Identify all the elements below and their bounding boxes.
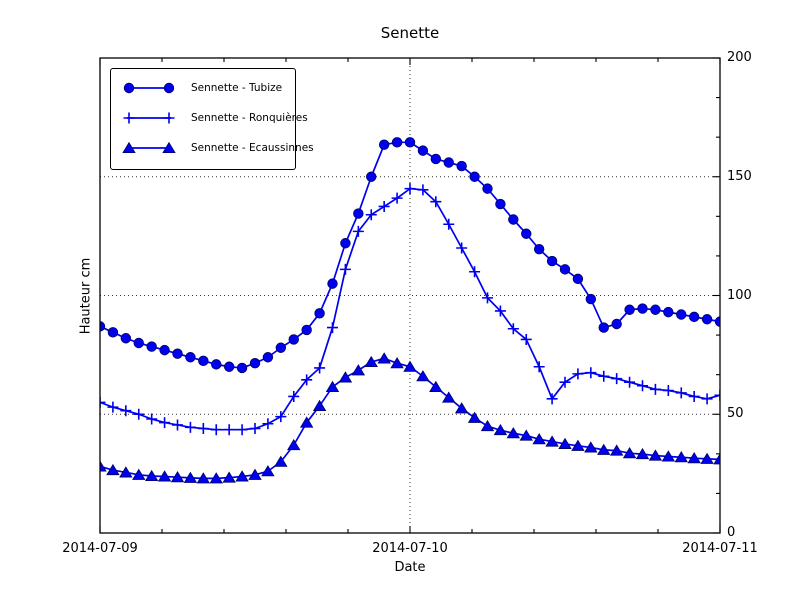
y-tick-label-150: 150 [727, 169, 752, 184]
y-tick-label-100: 100 [727, 288, 752, 303]
y-tick-label-200: 200 [727, 50, 752, 65]
legend-item-label: Sennette - Ecaussinnes [191, 142, 314, 154]
legend-item-tubize: Sennette - Tubize [111, 73, 295, 103]
x-tick-label-2014-07-10: 2014-07-10 [372, 541, 448, 556]
x-tick-label-2014-07-09: 2014-07-09 [62, 541, 138, 556]
legend-item-ronquieres: Sennette - Ronquières [111, 103, 308, 133]
series-tubize [100, 137, 720, 374]
legend-item-label: Sennette - Tubize [191, 82, 283, 94]
plus-marker-icon [123, 112, 175, 124]
y-axis-label: Hauteur cm [78, 257, 94, 335]
legend: Sennette - Tubize Sennette - Ronquières … [110, 68, 314, 170]
gridlines [100, 58, 720, 533]
triangle-marker-icon [122, 141, 176, 153]
circle-marker-icon [123, 82, 175, 94]
axis-ticks [99, 57, 721, 534]
y-tick-label-0: 0 [727, 525, 736, 540]
series-ecaussinnes [100, 352, 720, 484]
series-ronquieres [100, 183, 720, 436]
chart-title: Senette [380, 24, 440, 42]
y-tick-label-50: 50 [727, 406, 744, 421]
legend-item-ecaussinnes: Sennette - Ecaussinnes [111, 133, 314, 163]
x-tick-label-2014-07-11: 2014-07-11 [682, 541, 758, 556]
x-axis-label: Date [394, 560, 426, 575]
legend-item-label: Sennette - Ronquières [191, 112, 308, 124]
